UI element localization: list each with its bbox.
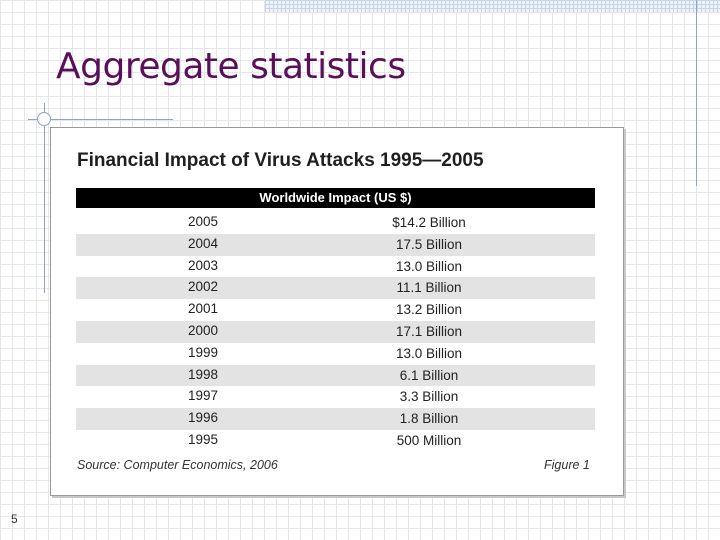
- top-decorative-band: [265, 0, 720, 12]
- right-decorative-line: [696, 0, 697, 186]
- table-row: 1995 500 Million: [76, 430, 595, 452]
- table-row: 2001 13.2 Billion: [76, 299, 595, 321]
- year-cell: 1997: [188, 388, 219, 404]
- impact-cell: 13.0 Billion: [395, 258, 463, 274]
- table-row: 2000 17.1 Billion: [76, 320, 595, 343]
- year-cell: 2002: [188, 279, 219, 295]
- impact-cell: 11.1 Billion: [396, 280, 462, 296]
- table-header: Worldwide Impact (US $): [76, 188, 595, 208]
- table-row: 2002 11.1 Billion: [76, 277, 595, 300]
- year-cell: 2005: [188, 214, 219, 229]
- year-cell: 2004: [188, 235, 219, 251]
- decorative-circle-icon: [37, 112, 51, 126]
- impact-cell: $14.2 Billion: [392, 215, 466, 230]
- table-row: 1997 3.3 Billion: [76, 386, 595, 408]
- year-cell: 2001: [188, 301, 219, 317]
- decorative-vertical-line: [44, 103, 45, 293]
- impact-cell: 17.1 Billion: [395, 323, 463, 339]
- slide-number: 5: [11, 512, 18, 526]
- impact-table: 2005 $14.2 Billion 2004 17.5 Billion 200…: [76, 212, 595, 452]
- impact-cell: 6.1 Billion: [399, 367, 459, 383]
- table-row: 2005 $14.2 Billion: [76, 212, 595, 234]
- figure-panel: Financial Impact of Virus Attacks 1995—2…: [50, 127, 624, 496]
- year-cell: 2003: [188, 257, 219, 273]
- figure-title: Financial Impact of Virus Attacks 1995—2…: [77, 150, 484, 171]
- table-row: 1999 13.0 Billion: [76, 343, 595, 365]
- impact-cell: 1.8 Billion: [399, 411, 459, 427]
- table-row: 1998 6.1 Billion: [76, 364, 595, 387]
- year-cell: 1995: [188, 431, 219, 447]
- impact-cell: 13.2 Billion: [395, 302, 463, 318]
- year-cell: 2000: [188, 322, 219, 338]
- figure-label: Figure 1: [544, 458, 590, 472]
- table-row: 1996 1.8 Billion: [76, 408, 595, 430]
- table-row: 2004 17.5 Billion: [76, 233, 595, 256]
- year-cell: 1998: [188, 366, 219, 382]
- table-row: 2003 13.0 Billion: [76, 256, 595, 278]
- impact-cell: 500 Million: [396, 432, 462, 448]
- decorative-horizontal-line: [28, 119, 173, 120]
- year-cell: 1999: [188, 344, 219, 360]
- impact-cell: 3.3 Billion: [399, 389, 459, 405]
- impact-cell: 13.0 Billion: [395, 345, 463, 361]
- source-note: Source: Computer Economics, 2006: [77, 458, 278, 472]
- year-cell: 1996: [188, 410, 219, 426]
- impact-cell: 17.5 Billion: [395, 236, 463, 252]
- slide-title: Aggregate statistics: [56, 46, 406, 87]
